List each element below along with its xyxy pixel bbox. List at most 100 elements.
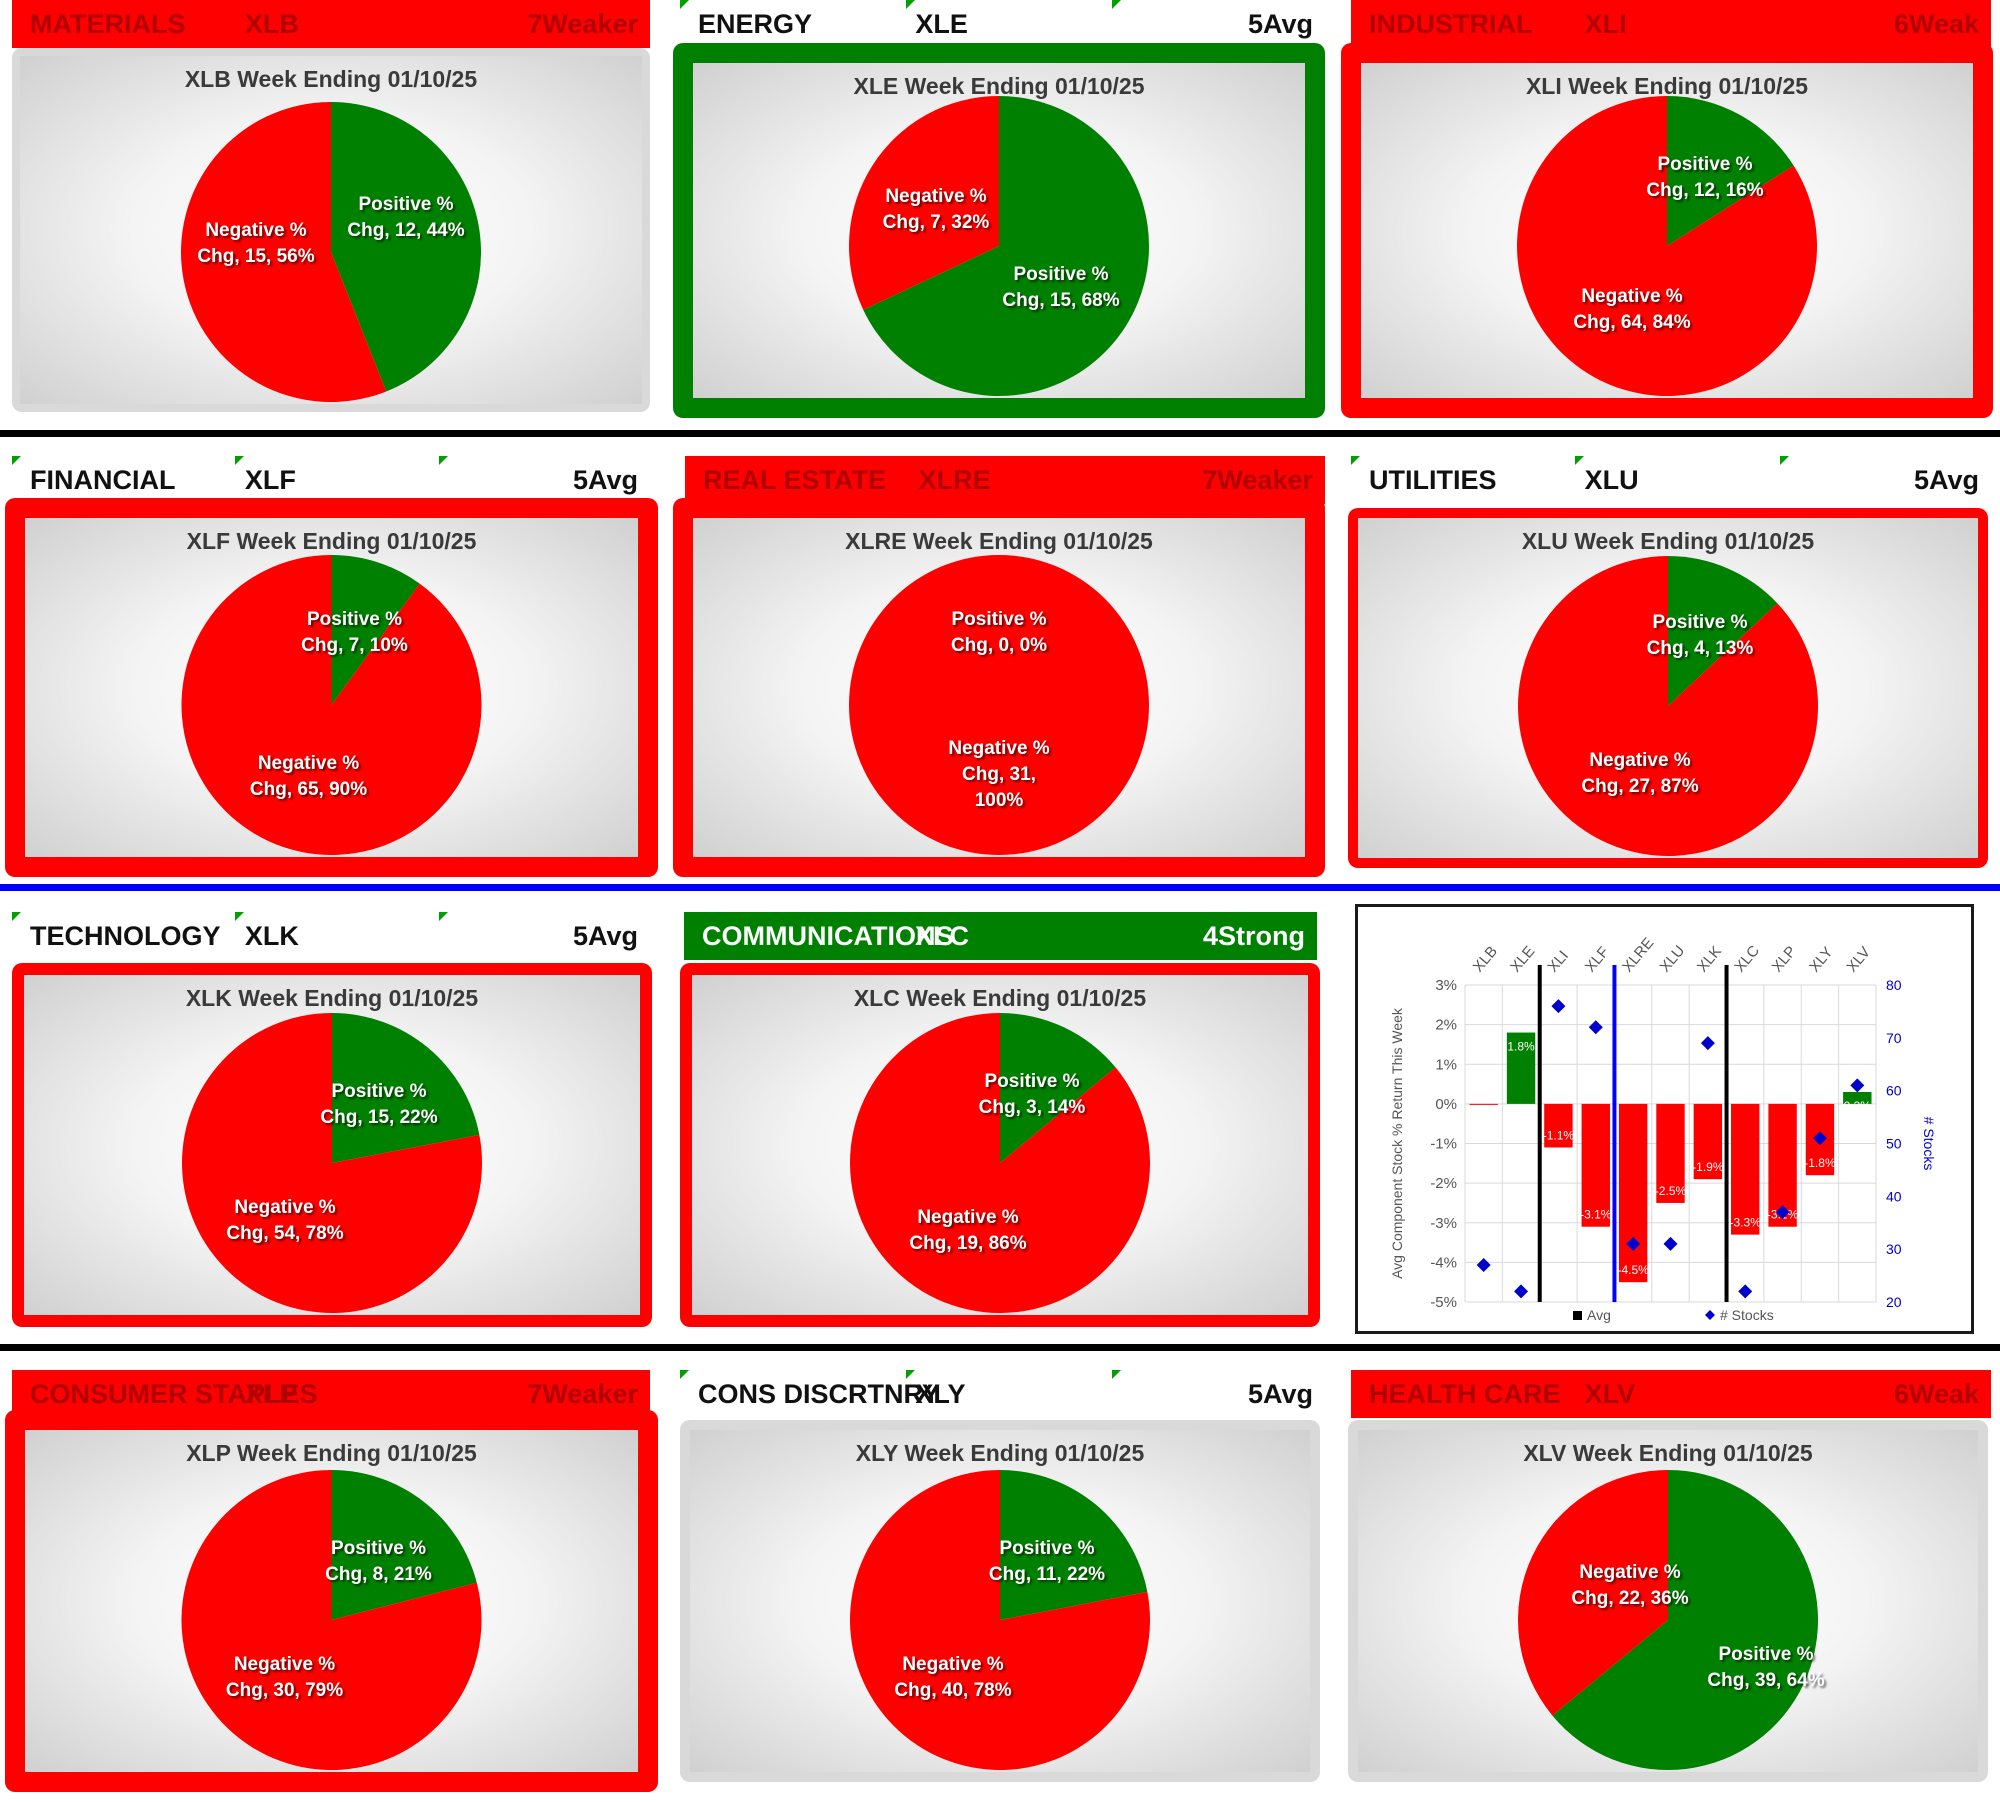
sector-ticker: XLC bbox=[915, 921, 970, 951]
chart-title: XLV Week Ending 01/10/25 bbox=[1523, 1440, 1813, 1466]
pie-label-line1: Negative % bbox=[902, 1654, 1004, 1675]
pie-label-line2: Chg, 7, 10% bbox=[301, 635, 408, 656]
y-tick-label: -2% bbox=[1430, 1175, 1457, 1192]
pie-label-negative: Negative % Chg, 7, 32% bbox=[883, 184, 990, 236]
cell-comment-marker bbox=[1351, 456, 1360, 465]
category-label: XLK bbox=[1694, 943, 1725, 976]
pie-label-line2: Chg, 11, 22% bbox=[988, 1564, 1106, 1585]
pie-label-line2: Chg, 12, 16% bbox=[1646, 180, 1764, 201]
header-xle: ENERGY XLE 5Avg bbox=[680, 0, 1325, 48]
header-xlre: REAL ESTATE XLRE 7Weaker bbox=[685, 456, 1325, 504]
plot-area-xlp: XLP Week Ending 01/10/25 Positive % Chg, 8… bbox=[25, 1430, 638, 1772]
pie-label-line1: Positive % bbox=[306, 609, 403, 630]
category-label: XLI bbox=[1544, 947, 1571, 975]
category-label: XLP bbox=[1769, 943, 1800, 976]
category-label: XLE bbox=[1507, 943, 1538, 976]
pie-label-line2: Chg, 54, 78% bbox=[226, 1223, 344, 1244]
bar-data-label: -3.1% bbox=[1580, 1208, 1612, 1222]
pie-label-line2: Chg, 19, 86% bbox=[909, 1233, 1027, 1254]
pie-chart bbox=[181, 555, 482, 855]
plot-area-xlb: XLB Week Ending 01/10/25 Positive % Chg, 1… bbox=[20, 56, 642, 404]
sector-rating: 6Weak bbox=[1893, 9, 1979, 39]
header-xli: INDUSTRIAL XLI 6Weak bbox=[1351, 0, 1991, 48]
pie-slice-positive bbox=[331, 102, 482, 392]
pie-label-line2: Chg, 30, 79% bbox=[225, 1680, 344, 1701]
pie-label-line1: Positive % bbox=[984, 1071, 1080, 1092]
pie-slice-positive bbox=[1667, 96, 1794, 246]
plot-area-xlv: XLV Week Ending 01/10/25 Positive % Chg, 3… bbox=[1358, 1430, 1978, 1772]
stocks-marker bbox=[1850, 1078, 1865, 1093]
stocks-marker bbox=[1476, 1258, 1491, 1273]
stocks-marker bbox=[1775, 1205, 1790, 1220]
sector-name: MATERIALS bbox=[30, 9, 186, 39]
pie-label-line2: Chg, 40, 78% bbox=[894, 1680, 1012, 1701]
pie-slice-negative bbox=[1518, 1470, 1668, 1716]
pie-chart bbox=[849, 96, 1149, 397]
plot-area-xlu: XLU Week Ending 01/10/25 Positive % Chg, 4… bbox=[1358, 518, 1978, 858]
pie-label-line2: Chg, 4, 13% bbox=[1646, 638, 1754, 659]
chart-title: XLI Week Ending 01/10/25 bbox=[1525, 73, 1809, 99]
category-label: XLV bbox=[1843, 944, 1874, 976]
plot-area-xlk: XLK Week Ending 01/10/25 Positive % Chg, 1… bbox=[24, 975, 640, 1315]
pie-slice-negative bbox=[181, 555, 482, 855]
plot-area-xlf: XLF Week Ending 01/10/25 Positive % Chg, 7… bbox=[25, 518, 638, 857]
pie-label-positive: Positive % Chg, 12, 44% bbox=[347, 192, 464, 244]
header-xlk: TECHNOLOGY XLK 5Avg bbox=[12, 912, 650, 960]
pie-label-line2: Chg, 31, bbox=[962, 764, 1036, 785]
bar-data-label: -1.1% bbox=[1543, 1128, 1575, 1142]
pie-label-positive: Positive % Chg, 3, 14% bbox=[979, 1069, 1086, 1121]
pie-label-negative: Negative % Chg, 15, 56% bbox=[197, 218, 314, 270]
pie-label-line2: Chg, 15, 56% bbox=[197, 246, 315, 267]
cell-comment-marker bbox=[905, 0, 915, 9]
sector-ticker: XLRE bbox=[918, 465, 991, 495]
row-separator-1 bbox=[0, 430, 2000, 437]
pie-label-line1: Positive % bbox=[1013, 264, 1109, 285]
pie-label-negative: Negative % Chg, 65, 90% bbox=[250, 751, 367, 803]
chart-title: XLRE Week Ending 01/10/25 bbox=[845, 528, 1153, 554]
cell-comment-marker bbox=[680, 1370, 689, 1379]
y-tick-label: 2% bbox=[1435, 1017, 1457, 1034]
pie-label-line2: Chg, 15, 22% bbox=[320, 1107, 438, 1128]
pie-label-line1: Positive % bbox=[358, 194, 454, 215]
sector-name: FINANCIAL bbox=[30, 465, 176, 495]
sector-ticker: XLF bbox=[244, 465, 296, 495]
pie-label-line1: Negative % bbox=[257, 753, 360, 774]
bar-data-label: -4.5% bbox=[1617, 1263, 1649, 1277]
pie-slice-positive bbox=[331, 1470, 477, 1620]
bar-chart-svg: 3% 2% 1% 0% -1% -2% -3% -4% -5% 80 70 60 50 40 30 20 Avg… bbox=[1389, 935, 1937, 1323]
pie-label-line1: Negative % bbox=[948, 738, 1050, 759]
y-tick-label: -3% bbox=[1430, 1215, 1457, 1232]
cell-comment-marker bbox=[439, 912, 449, 921]
stocks-marker bbox=[1738, 1284, 1753, 1299]
pie-label-negative: Negative % Chg, 27, 87% bbox=[1581, 748, 1698, 800]
pie-label-line2: Chg, 12, 44% bbox=[347, 220, 465, 241]
pie-chart bbox=[181, 102, 482, 402]
pie-slice-negative bbox=[181, 1470, 482, 1770]
pie-chart bbox=[850, 1470, 1150, 1770]
row-separator-2 bbox=[0, 884, 2000, 891]
pie-label-line1: Positive % bbox=[1652, 612, 1748, 633]
pie-slice-negative bbox=[850, 1470, 1150, 1770]
pie-label-negative: Negative % Chg, 40, 78% bbox=[894, 1652, 1011, 1704]
y2-axis-label: # Stocks bbox=[1921, 1117, 1937, 1171]
sector-name: CONSUMER STAPLES bbox=[30, 1379, 318, 1409]
sector-ticker: XLP bbox=[244, 1379, 298, 1409]
pie-slice-negative bbox=[849, 96, 999, 310]
pie-slice-positive bbox=[1668, 556, 1778, 706]
pie-label-line1: Positive % bbox=[999, 1538, 1095, 1559]
category-label: XLC bbox=[1731, 942, 1763, 975]
sector-ticker: XLV bbox=[1584, 1379, 1636, 1409]
cell-comment-marker bbox=[1112, 0, 1122, 9]
y2-tick-label: 30 bbox=[1886, 1241, 1902, 1257]
bar-data-label: 0.3% bbox=[1844, 1099, 1872, 1113]
pie-label-line2: Chg, 22, 36% bbox=[1571, 1588, 1689, 1609]
category-label: XLU bbox=[1657, 942, 1689, 975]
legend-avg-swatch bbox=[1573, 1311, 1582, 1320]
sector-ticker: XLB bbox=[244, 9, 299, 39]
pie-label-line1: Negative % bbox=[1579, 1562, 1681, 1583]
sector-ticker: XLY bbox=[915, 1379, 966, 1409]
chart-title: XLB Week Ending 01/10/25 bbox=[184, 66, 478, 92]
y-tick-label: -1% bbox=[1430, 1136, 1457, 1153]
sector-ticker: XLU bbox=[1584, 465, 1639, 495]
chart-title: XLP Week Ending 01/10/25 bbox=[186, 1440, 477, 1466]
